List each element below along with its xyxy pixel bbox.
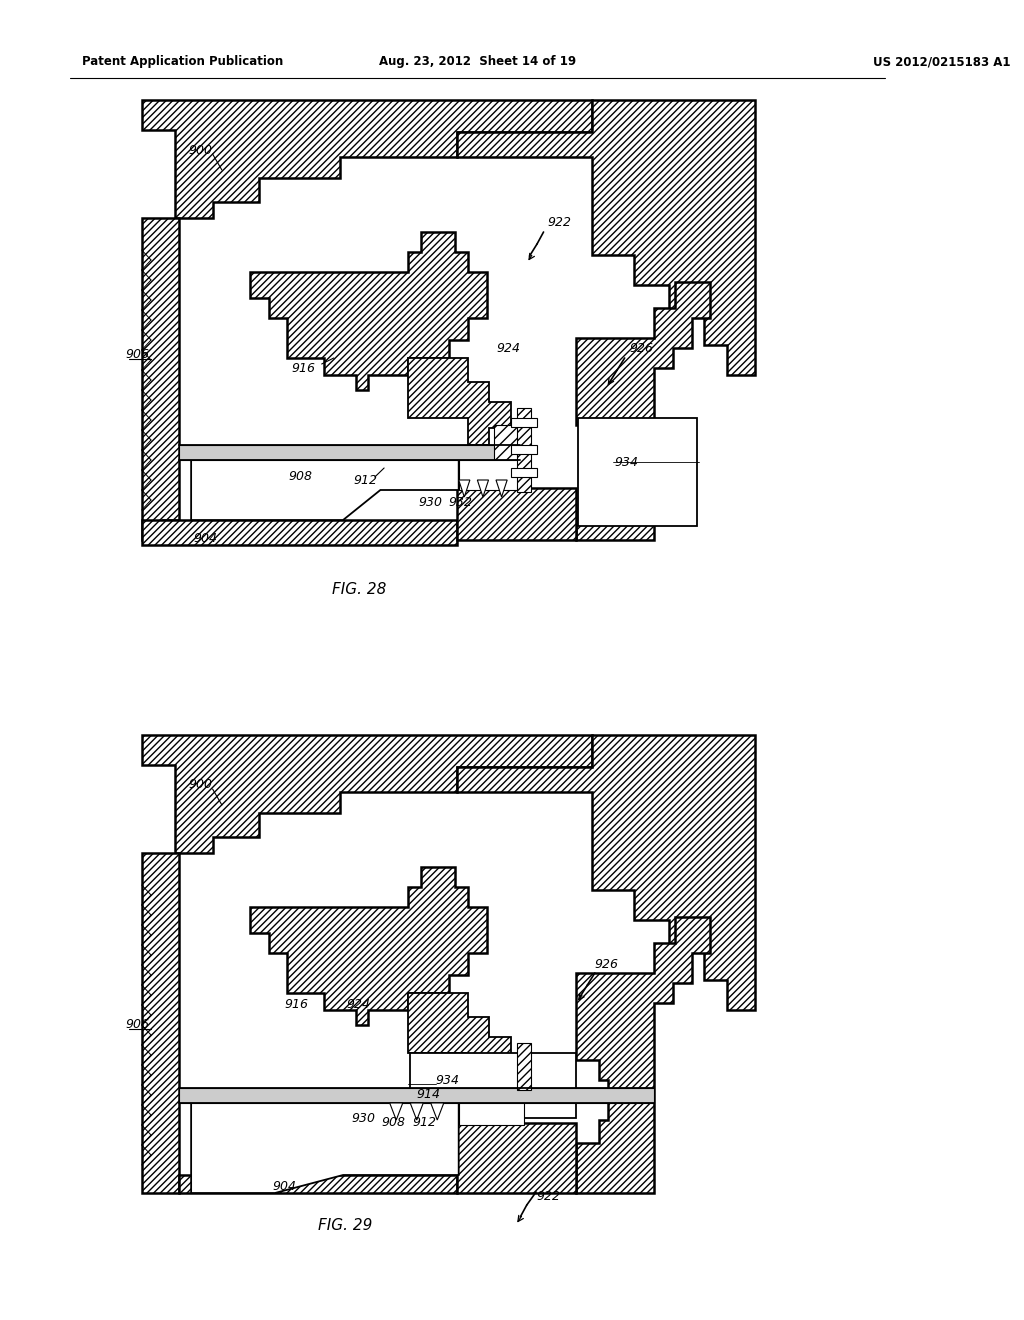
Text: 906: 906 — [125, 1019, 150, 1031]
Text: 934: 934 — [614, 455, 639, 469]
Polygon shape — [141, 853, 179, 1193]
Text: 914: 914 — [417, 1089, 441, 1101]
Polygon shape — [511, 418, 537, 426]
Polygon shape — [191, 459, 459, 520]
Polygon shape — [496, 480, 507, 498]
Text: Aug. 23, 2012  Sheet 14 of 19: Aug. 23, 2012 Sheet 14 of 19 — [379, 55, 575, 69]
Polygon shape — [516, 1043, 531, 1090]
Text: 904: 904 — [272, 1180, 296, 1193]
Text: 904: 904 — [194, 532, 217, 544]
Polygon shape — [511, 469, 537, 477]
Text: 900: 900 — [188, 779, 212, 792]
Polygon shape — [477, 480, 488, 498]
Text: 924: 924 — [496, 342, 520, 355]
Polygon shape — [459, 1104, 524, 1125]
Polygon shape — [409, 358, 511, 445]
Polygon shape — [577, 282, 711, 540]
Text: 924: 924 — [347, 998, 371, 1011]
Polygon shape — [191, 1104, 459, 1193]
Polygon shape — [390, 1104, 402, 1119]
Polygon shape — [457, 488, 577, 540]
Polygon shape — [431, 1104, 443, 1119]
Polygon shape — [179, 1088, 654, 1104]
Text: 916: 916 — [285, 998, 308, 1011]
Bar — [578, 418, 697, 525]
Polygon shape — [459, 459, 524, 490]
Text: 930: 930 — [419, 495, 442, 508]
Text: 926: 926 — [630, 342, 653, 355]
Text: 908: 908 — [382, 1115, 406, 1129]
Polygon shape — [459, 480, 470, 498]
Polygon shape — [141, 520, 457, 545]
Polygon shape — [141, 218, 179, 540]
Text: 932: 932 — [449, 495, 472, 508]
Text: 934: 934 — [435, 1073, 460, 1086]
Polygon shape — [511, 445, 537, 454]
Polygon shape — [457, 1123, 577, 1193]
Polygon shape — [141, 735, 592, 853]
Text: 912: 912 — [413, 1115, 436, 1129]
Text: 926: 926 — [594, 958, 618, 972]
Text: 930: 930 — [351, 1111, 376, 1125]
Polygon shape — [250, 867, 486, 1026]
Polygon shape — [495, 425, 524, 473]
Text: FIG. 28: FIG. 28 — [332, 582, 386, 598]
Text: 906: 906 — [125, 348, 150, 362]
Polygon shape — [577, 917, 711, 1193]
Polygon shape — [409, 993, 511, 1080]
Polygon shape — [516, 408, 531, 492]
Text: 922: 922 — [548, 215, 571, 228]
Text: FIG. 29: FIG. 29 — [317, 1217, 372, 1233]
Text: 900: 900 — [188, 144, 212, 157]
Polygon shape — [141, 100, 592, 218]
Text: 922: 922 — [537, 1191, 560, 1204]
Text: 916: 916 — [291, 362, 315, 375]
Polygon shape — [457, 735, 755, 1010]
Text: Patent Application Publication: Patent Application Publication — [82, 55, 284, 69]
Polygon shape — [179, 1175, 457, 1193]
Polygon shape — [457, 100, 755, 375]
Polygon shape — [250, 232, 486, 389]
Text: US 2012/0215183 A1: US 2012/0215183 A1 — [872, 55, 1010, 69]
Text: 908: 908 — [288, 470, 312, 483]
Polygon shape — [179, 445, 520, 459]
Polygon shape — [411, 1104, 423, 1119]
Text: 912: 912 — [353, 474, 378, 487]
Bar — [411, 1053, 577, 1118]
